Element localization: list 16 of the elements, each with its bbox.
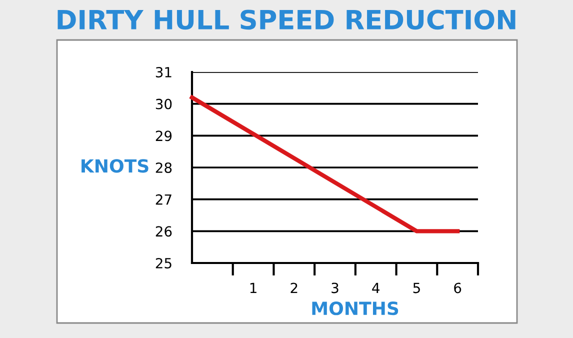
y-tick-label: 26: [156, 226, 172, 237]
y-tick-label: 31: [156, 66, 172, 78]
y-tick-label: 27: [156, 194, 172, 205]
y-tick-label: 25: [156, 258, 172, 268]
y-axis-title: KNOTS: [82, 159, 148, 173]
y-tick-label: 30: [156, 98, 172, 110]
y-tick-label: 29: [156, 130, 172, 142]
y-tick-label: 28: [156, 162, 172, 173]
chart-title: DIRTY HULL SPEED REDUCTION: [58, 10, 516, 30]
x-tick-label: 6: [454, 282, 462, 294]
x-tick-label: 5: [413, 282, 420, 294]
x-tick-label: 2: [290, 282, 298, 293]
x-tick-label: 1: [250, 282, 256, 293]
x-tick-label: 4: [372, 282, 380, 293]
x-axis-title: MONTHS: [312, 302, 398, 316]
x-tick-label: 3: [332, 282, 338, 294]
